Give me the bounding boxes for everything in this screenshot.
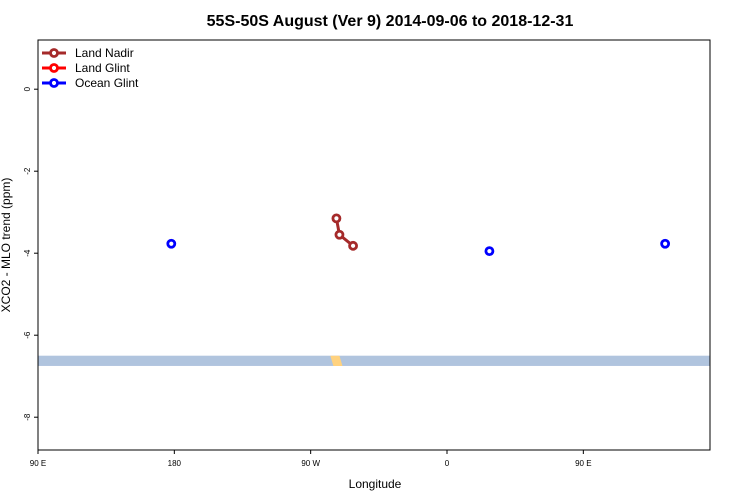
y-axis-label: XCO2 - MLO trend (ppm) [0,178,13,313]
legend-item-land-nadir: Land Nadir [42,46,134,60]
data-point [348,240,358,251]
data-point [660,238,671,249]
legend-item-ocean-glint: Ocean Glint [42,76,139,90]
legend-item-land-glint: Land Glint [42,61,130,75]
x-tick-label: 0 [445,459,450,468]
legend-marker [49,48,59,58]
series-ocean-glint [166,238,671,257]
x-tick-label: 90 W [301,459,320,468]
chart-title: 55S-50S August (Ver 9) 2014-09-06 to 201… [207,13,574,30]
legend-label: Land Glint [75,61,130,75]
y-tick-label: -8 [23,413,32,421]
series-land-nadir [331,213,358,251]
land-mask-land [330,355,343,366]
y-tick-label: 0 [23,86,32,91]
legend-label: Land Nadir [75,46,134,60]
y-tick-label: -6 [23,331,32,339]
y-tick-label: -2 [23,167,32,175]
data-point [484,246,495,257]
y-axis: 0 -2 -4 -6 -8 [23,86,38,421]
data-point [166,238,177,249]
x-axis-label: Longitude [349,477,402,491]
legend-label: Ocean Glint [75,76,139,90]
legend-marker [49,78,59,88]
x-axis: 90 E 180 90 W 0 90 E [30,450,592,468]
x-tick-label: 90 E [575,459,591,468]
legend-marker [49,63,59,73]
land-mask-strip [38,355,710,366]
x-tick-label: 180 [168,459,182,468]
plot-area [37,39,711,451]
y-tick-label: -4 [23,249,32,257]
data-point [334,229,345,240]
plot-border [37,39,711,451]
x-tick-label: 90 E [30,459,46,468]
data-point [331,213,342,224]
